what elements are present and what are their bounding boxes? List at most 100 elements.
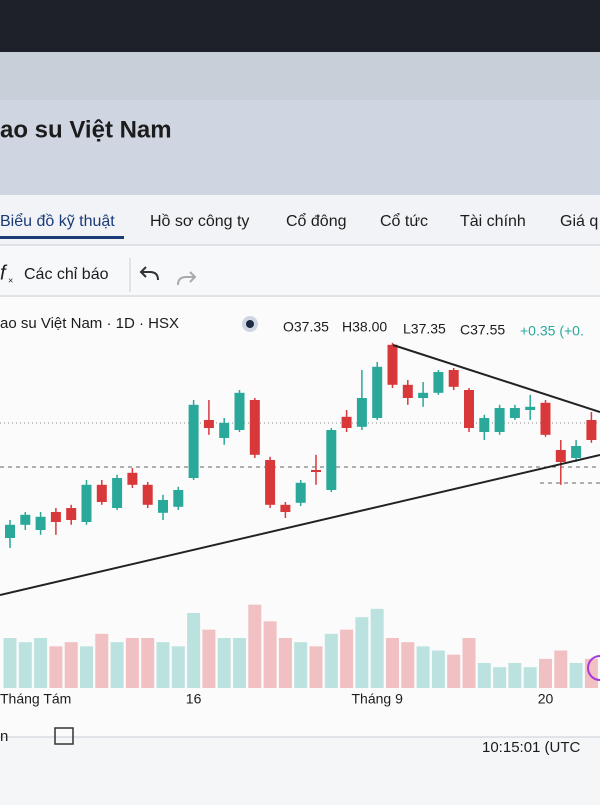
candles: [5, 342, 597, 548]
volume-bar: [416, 646, 430, 688]
candle-body: [142, 484, 153, 505]
fx-icon[interactable]: f: [0, 262, 8, 284]
candle-body: [387, 344, 398, 385]
candle-body: [66, 508, 77, 520]
candle-body: [20, 514, 31, 525]
volume-bar: [18, 642, 32, 688]
candle-body: [158, 500, 168, 513]
candle-body: [418, 392, 429, 398]
compare-icon[interactable]: [54, 727, 74, 745]
candle-body: [203, 420, 214, 428]
volume-bar: [309, 646, 323, 688]
tab[interactable]: Giá q: [560, 213, 598, 230]
legend-close: C37.55: [460, 322, 505, 338]
candle-body: [372, 366, 383, 418]
volume-bar: [248, 604, 262, 688]
candle-body: [494, 408, 505, 432]
candle-body: [540, 402, 551, 435]
volume-bar: [278, 638, 292, 688]
tab[interactable]: Biểu đồ kỹ thuật: [0, 212, 115, 230]
volume-bar: [569, 663, 583, 688]
volume-bar: [523, 667, 537, 688]
tab-underline: [0, 236, 124, 239]
redo[interactable]: [177, 271, 197, 286]
marker: [587, 655, 600, 681]
candle-body: [341, 416, 352, 428]
trend-line: [0, 454, 600, 596]
candle-body: [50, 512, 61, 522]
volume-bar: [462, 638, 476, 688]
indicators-button[interactable]: Các chỉ báo: [24, 266, 109, 283]
x-tick-label: Tháng Tám: [0, 691, 71, 707]
candle-body: [127, 472, 138, 485]
candle-body: [81, 484, 92, 522]
candle-body: [356, 398, 367, 427]
volume-bar: [355, 617, 369, 688]
volume-bar: [202, 629, 216, 688]
volume-bar: [64, 642, 78, 688]
fx-icon-sub: ×: [8, 275, 13, 285]
candle-body: [464, 390, 474, 428]
footer-left: n: [0, 728, 8, 745]
volume-bar: [370, 608, 384, 688]
candle-body: [188, 404, 199, 478]
volume-bar: [324, 633, 338, 688]
volume-bar: [171, 646, 185, 688]
tab[interactable]: Cổ đông: [286, 212, 347, 230]
candle-body: [173, 490, 184, 507]
legend-change: +0.35 (+0.: [520, 323, 584, 339]
chart-area: [0, 297, 600, 737]
candle-body: [96, 484, 107, 502]
volume-bar: [539, 658, 552, 688]
trend-line: [392, 344, 600, 413]
candle-body: [219, 422, 230, 438]
volume-bar: [187, 613, 201, 688]
candle-body: [265, 460, 276, 505]
volume-bar: [125, 638, 139, 688]
candle-body: [249, 400, 260, 455]
legend-low: L37.35: [403, 321, 446, 337]
volume-bar: [477, 663, 491, 688]
status-dot: [246, 320, 254, 328]
candle-body: [571, 446, 582, 458]
legend-symbol: ao su Việt Nam · 1D · HSX: [0, 315, 179, 332]
x-tick-label: 16: [186, 691, 202, 707]
candle-body: [311, 470, 321, 472]
legend-open: O37.35: [283, 319, 329, 335]
volume-bar: [294, 642, 308, 688]
volume-bar: [386, 638, 399, 688]
candle-body: [35, 516, 46, 530]
candle-body: [280, 504, 291, 512]
candle-body: [402, 384, 413, 398]
volume-bar: [508, 663, 522, 688]
tab[interactable]: Cổ tức: [380, 212, 428, 230]
volume-bar: [431, 650, 445, 688]
volume-bar: [340, 629, 354, 688]
volume-bar: [233, 638, 246, 688]
candle-body: [433, 372, 444, 393]
candle-body: [479, 418, 490, 432]
volume-bar: [95, 633, 109, 688]
tab[interactable]: Hồ sơ công ty: [150, 213, 249, 230]
volume-bar: [3, 638, 17, 688]
candle-body: [525, 406, 536, 410]
candle-body: [509, 408, 520, 418]
toolbar: [0, 246, 600, 296]
candle-body: [5, 524, 15, 538]
tabs: Biểu đồ kỹ thuật Hồ sơ công ty Cổ đông Cổ t…: [0, 212, 598, 239]
volume-bar: [263, 621, 277, 688]
browser-bar: [0, 0, 600, 52]
page-title: ao su Việt Nam: [0, 116, 172, 143]
tab[interactable]: Tài chính: [460, 213, 526, 230]
volume-bar: [584, 658, 598, 688]
volume-bar: [80, 646, 93, 688]
candle-body: [295, 482, 306, 503]
volume-bar: [156, 642, 170, 688]
candle-body: [112, 478, 123, 508]
header-band: [0, 100, 600, 195]
candle-body: [448, 370, 459, 387]
candle-body: [326, 430, 337, 490]
undo[interactable]: [139, 266, 159, 281]
page-top: [0, 52, 600, 100]
